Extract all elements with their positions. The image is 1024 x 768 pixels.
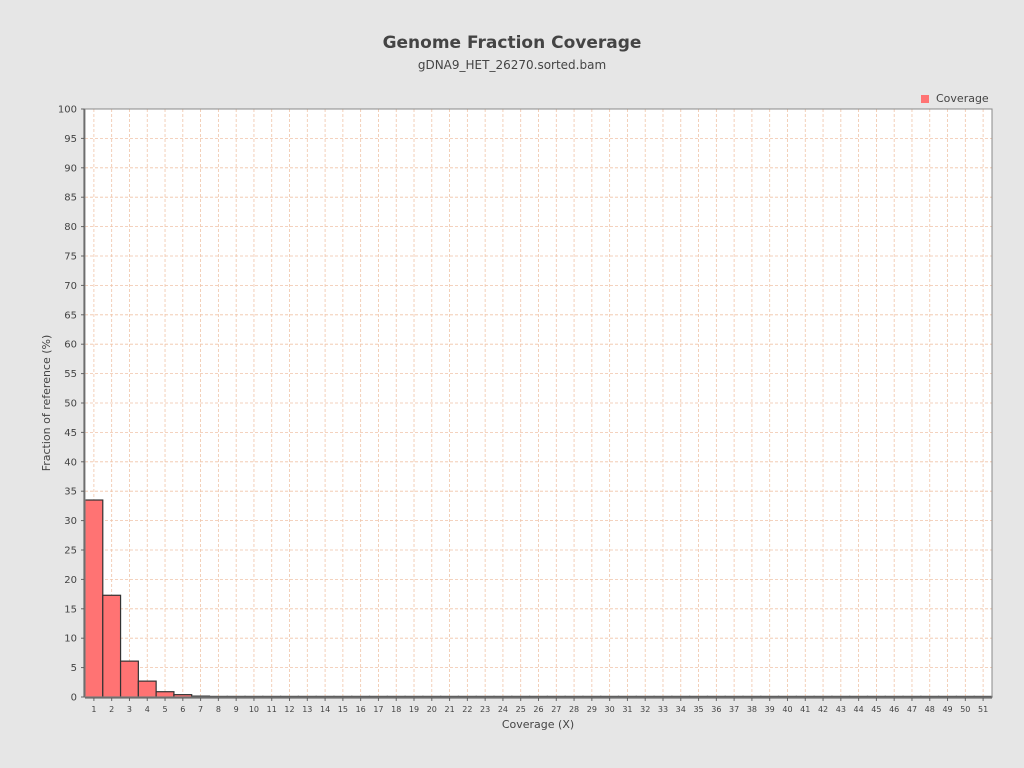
- y-tick-label: 45: [64, 428, 77, 439]
- x-tick-label: 27: [551, 705, 561, 714]
- y-tick-label: 10: [64, 634, 77, 645]
- x-tick-label: 14: [320, 705, 330, 714]
- x-tick-label: 30: [605, 705, 615, 714]
- x-tick-label: 45: [871, 705, 881, 714]
- legend-swatch: [921, 95, 929, 103]
- x-tick-label: 48: [925, 705, 935, 714]
- x-tick-label: 38: [747, 705, 757, 714]
- x-tick-label: 24: [498, 705, 508, 714]
- y-tick-label: 20: [64, 575, 77, 586]
- x-tick-label: 23: [480, 705, 490, 714]
- x-tick-label: 49: [942, 705, 952, 714]
- x-tick-label: 22: [462, 705, 472, 714]
- y-axis-label: Fraction of reference (%): [40, 335, 53, 472]
- x-tick-label: 17: [373, 705, 383, 714]
- x-tick-label: 19: [409, 705, 419, 714]
- x-tick-label: 36: [711, 705, 721, 714]
- bar-coverage-2: [102, 594, 122, 698]
- x-tick-label: 32: [640, 705, 650, 714]
- x-tick-label: 41: [800, 705, 810, 714]
- y-tick-label: 15: [64, 604, 77, 615]
- x-tick-label: 2: [109, 705, 114, 714]
- x-tick-label: 13: [302, 705, 312, 714]
- x-tick-label: 46: [889, 705, 899, 714]
- x-tick-labels: 1 2 3 4 5 6 7 8 9 10 11 12 13 14 15 16 17 18 19 20 21 22 23 24 2…: [91, 705, 988, 714]
- x-tick-label: 18: [391, 705, 401, 714]
- x-tick-label: 44: [854, 705, 864, 714]
- y-tick-label: 40: [64, 457, 77, 468]
- x-tick-label: 4: [145, 705, 150, 714]
- x-tick-label: 15: [338, 705, 348, 714]
- legend-label-coverage: Coverage: [936, 92, 989, 105]
- y-tick-label: 50: [64, 399, 77, 410]
- y-tick-label: 85: [64, 193, 77, 204]
- y-tick-label: 95: [64, 134, 77, 145]
- x-tick-label: 3: [127, 705, 132, 714]
- x-tick-label: 8: [216, 705, 221, 714]
- x-tick-label: 5: [162, 705, 167, 714]
- bar-coverage-3: [119, 660, 139, 698]
- x-tick-label: 35: [693, 705, 703, 714]
- y-tick-label: 80: [64, 222, 77, 233]
- x-tick-label: 20: [427, 705, 437, 714]
- x-tick-label: 16: [356, 705, 366, 714]
- y-tick-label: 55: [64, 369, 77, 380]
- y-tick-label: 5: [71, 663, 77, 674]
- bar-coverage-4: [137, 680, 157, 698]
- y-tick-label: 60: [64, 340, 77, 351]
- x-tick-label: 7: [198, 705, 203, 714]
- x-tick-label: 28: [569, 705, 579, 714]
- x-tick-label: 51: [978, 705, 988, 714]
- x-tick-label: 26: [533, 705, 543, 714]
- x-tick-label: 6: [180, 705, 185, 714]
- x-tick-label: 50: [960, 705, 970, 714]
- x-tick-label: 37: [729, 705, 739, 714]
- y-tick-label: 30: [64, 516, 77, 527]
- y-tick-labels: 0 5 10 15 20 25 30 35 40 45 50 55 60 65 70 75 80 85 90 95 10…: [58, 105, 77, 704]
- x-tick-label: 39: [765, 705, 775, 714]
- x-tick-label: 40: [782, 705, 792, 714]
- axes: [81, 108, 993, 701]
- y-tick-label: 70: [64, 281, 77, 292]
- y-tick-label: 35: [64, 487, 77, 498]
- legend: Coverage: [921, 92, 989, 105]
- grid-lines: [85, 108, 992, 697]
- x-tick-label: 31: [622, 705, 632, 714]
- bar-coverage-1: [84, 499, 104, 698]
- plot-border: [84, 108, 993, 698]
- y-tick-label: 25: [64, 546, 77, 557]
- x-tick-label: 29: [587, 705, 597, 714]
- y-tick-label: 0: [71, 693, 77, 704]
- x-tick-label: 1: [91, 705, 96, 714]
- x-axis-label: Coverage (X): [502, 718, 574, 731]
- x-tick-label: 21: [444, 705, 454, 714]
- chart-subtitle: gDNA9_HET_26270.sorted.bam: [418, 58, 606, 72]
- x-tick-label: 43: [836, 705, 846, 714]
- y-tick-label: 65: [64, 310, 77, 321]
- x-tick-label: 25: [516, 705, 526, 714]
- x-tick-label: 11: [267, 705, 277, 714]
- y-tick-label: 75: [64, 252, 77, 263]
- x-tick-label: 12: [284, 705, 294, 714]
- x-tick-label: 10: [249, 705, 259, 714]
- x-tick-label: 33: [658, 705, 668, 714]
- y-tick-label: 90: [64, 163, 77, 174]
- x-tick-label: 9: [234, 705, 239, 714]
- x-tick-label: 34: [676, 705, 686, 714]
- bar-coverage-5: [155, 691, 175, 698]
- y-tick-label: 100: [58, 105, 77, 116]
- chart-title: Genome Fraction Coverage: [383, 33, 642, 53]
- x-tick-label: 47: [907, 705, 917, 714]
- x-tick-label: 42: [818, 705, 828, 714]
